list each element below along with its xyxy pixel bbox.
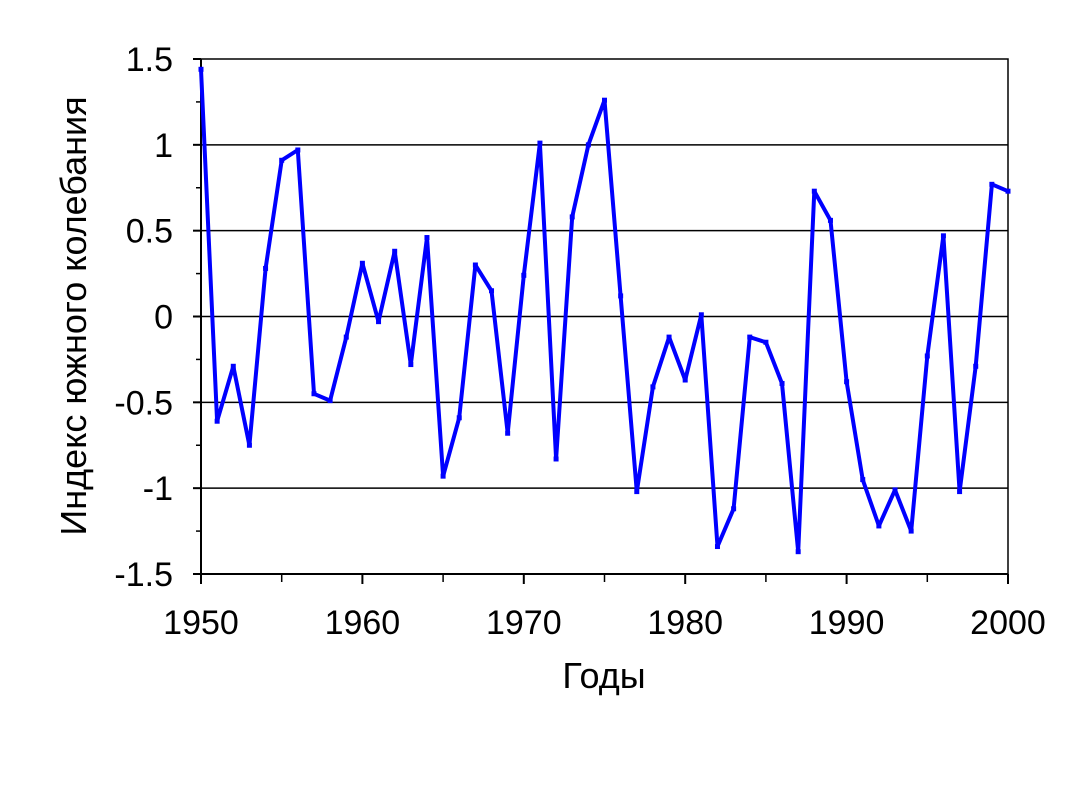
data-point bbox=[682, 377, 688, 383]
data-point bbox=[924, 353, 930, 359]
data-point bbox=[940, 233, 946, 239]
data-point bbox=[376, 319, 382, 325]
grid-lines bbox=[201, 144, 1008, 489]
data-point bbox=[311, 391, 317, 397]
y-tick-label: 1.5 bbox=[126, 41, 173, 79]
data-point bbox=[666, 334, 672, 340]
data-point bbox=[844, 379, 850, 385]
data-point bbox=[795, 549, 801, 555]
data-point bbox=[698, 312, 704, 318]
data-point bbox=[779, 380, 785, 386]
data-point bbox=[279, 157, 285, 163]
x-axis-title: Годы bbox=[562, 655, 645, 696]
data-point bbox=[569, 214, 575, 220]
y-tick-label: 1 bbox=[154, 127, 173, 165]
data-point bbox=[198, 66, 204, 72]
data-point bbox=[973, 363, 979, 369]
data-point bbox=[860, 477, 866, 483]
data-point bbox=[763, 339, 769, 345]
y-tick-label: 0 bbox=[154, 299, 173, 337]
data-point bbox=[505, 430, 511, 436]
y-axis-title: Индекс южного колебания bbox=[53, 96, 94, 535]
data-point bbox=[295, 147, 301, 153]
x-axis-ticks: 1950 1960 1970 1980 1990 2000 bbox=[163, 574, 1046, 642]
y-tick-label: 0.5 bbox=[126, 213, 173, 251]
data-point bbox=[876, 523, 882, 529]
x-tick-label: 1960 bbox=[325, 604, 401, 642]
data-point bbox=[472, 262, 478, 268]
data-point bbox=[731, 506, 737, 512]
x-tick-label: 1950 bbox=[163, 604, 239, 642]
data-point bbox=[827, 217, 833, 223]
series-layer bbox=[198, 66, 1011, 555]
data-point bbox=[246, 442, 252, 448]
y-axis-ticks: 1.5 1 0.5 0 -0.5 -1 -1.5 bbox=[114, 41, 201, 594]
data-point bbox=[489, 288, 495, 294]
y-tick-label: -1.5 bbox=[114, 556, 173, 594]
x-tick-label: 1990 bbox=[809, 604, 885, 642]
data-point bbox=[650, 384, 656, 390]
data-point bbox=[634, 489, 640, 495]
data-point bbox=[440, 473, 446, 479]
y-tick-label: -0.5 bbox=[114, 384, 173, 422]
data-point bbox=[618, 293, 624, 299]
data-point bbox=[537, 140, 543, 146]
data-point bbox=[892, 487, 898, 493]
data-point bbox=[602, 97, 607, 103]
data-point bbox=[521, 272, 527, 278]
data-point bbox=[989, 181, 995, 187]
data-point bbox=[392, 248, 398, 254]
data-point bbox=[811, 188, 817, 194]
data-point bbox=[747, 334, 753, 340]
y-tick-label: -1 bbox=[143, 470, 173, 508]
data-point bbox=[908, 528, 914, 534]
data-point bbox=[230, 363, 236, 369]
data-point bbox=[957, 489, 963, 495]
data-point bbox=[714, 544, 720, 550]
x-tick-label: 1980 bbox=[647, 604, 723, 642]
data-point bbox=[553, 456, 559, 462]
data-point bbox=[327, 398, 333, 404]
data-point bbox=[343, 334, 349, 340]
data-point bbox=[585, 142, 591, 148]
data-point bbox=[424, 235, 430, 241]
data-point bbox=[408, 362, 414, 368]
x-tick-label: 2000 bbox=[970, 604, 1046, 642]
data-point bbox=[456, 415, 462, 421]
data-point bbox=[359, 260, 365, 266]
data-point bbox=[1005, 188, 1011, 194]
data-point bbox=[214, 418, 220, 424]
data-point bbox=[263, 265, 269, 271]
x-tick-label: 1970 bbox=[486, 604, 562, 642]
